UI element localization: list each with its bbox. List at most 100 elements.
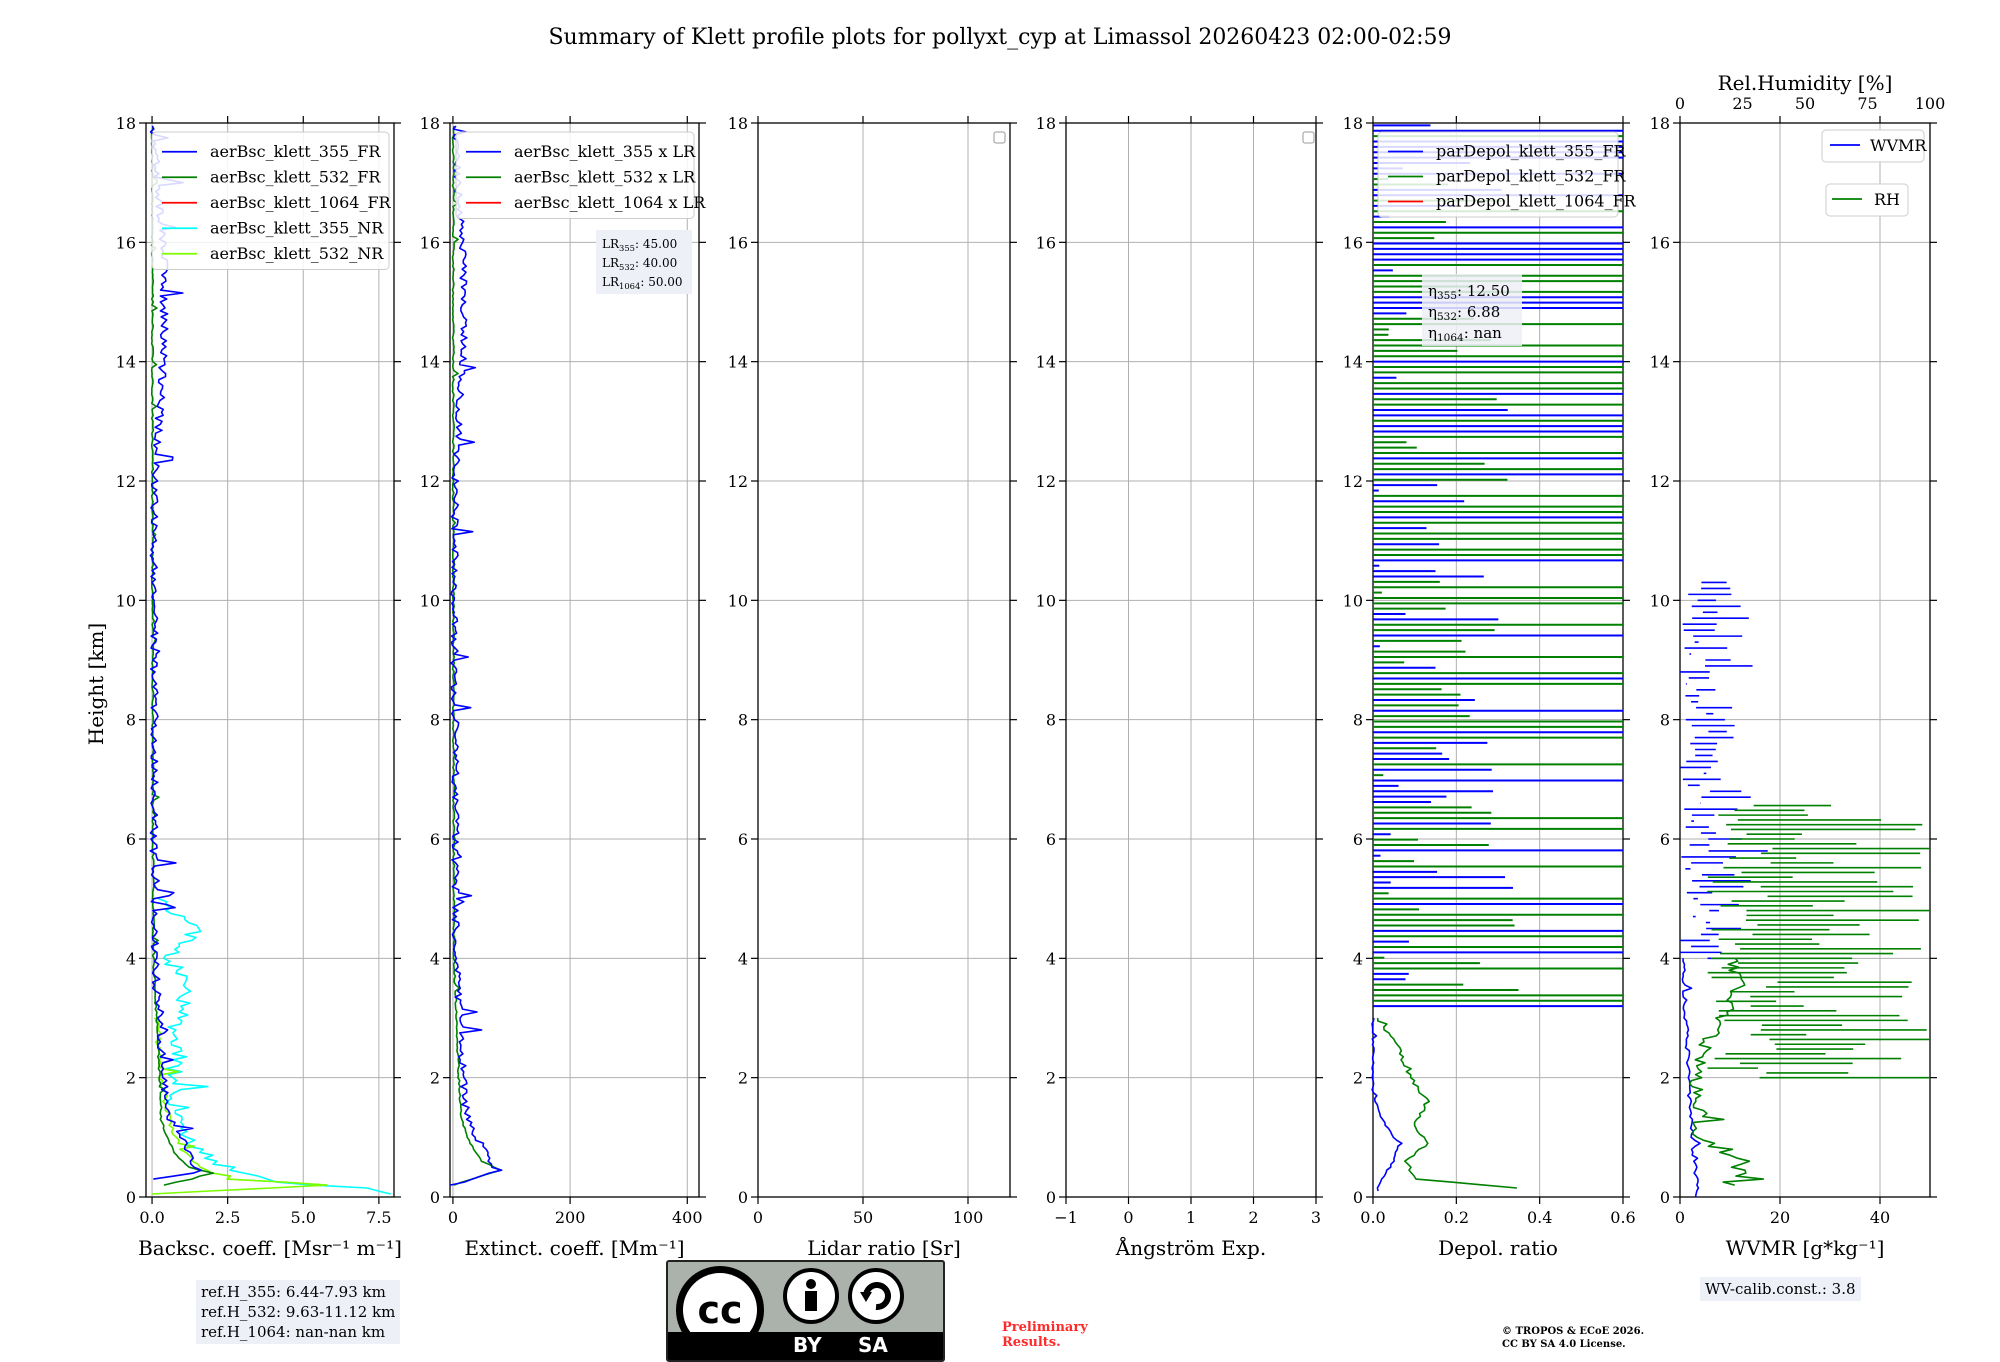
axes-frame (449, 122, 700, 1198)
legend-wvmr-box (1821, 129, 1925, 163)
y-tick-label: 10 (420, 591, 440, 610)
y-tick-label: 8 (430, 711, 440, 730)
y-tick-label: 2 (1660, 1069, 1670, 1088)
y-tick-label: 18 (116, 114, 136, 133)
x-axis-label: Depol. ratio (1438, 1236, 1558, 1260)
wv-noise-bands (1680, 581, 1930, 1079)
panel-dep: 0 2 4 6 8 10 12 14 16 18 0.0 0.2 0.4 0.6 Depol. ratio p… (1343, 114, 1637, 1260)
copyright-line-2: CC BY SA 4.0 License. (1502, 1339, 1626, 1350)
y-tick-label: 10 (1343, 591, 1363, 610)
y-tick-label: 10 (1650, 591, 1670, 610)
y-tick-label: 6 (126, 830, 136, 849)
legend-rh-label: RH (1874, 190, 1900, 209)
series-ext-355 (449, 125, 503, 1186)
legend-entry: aerBsc_klett_355_FR (210, 142, 381, 161)
y-tick-label: 16 (420, 233, 440, 252)
series-aerBsc-klett-355-FR (149, 125, 203, 1180)
y-tick-label: 12 (420, 472, 440, 491)
y-tick-label: 18 (1036, 114, 1056, 133)
eta-info-box (1422, 274, 1522, 346)
copyright-notice: © TROPOS & ECoE 2026. CC BY SA 4.0 Licen… (1502, 1325, 1722, 1351)
series-wvmr (1681, 958, 1701, 1198)
legend-wvmr-label: WVMR (1870, 136, 1927, 155)
legend-entry: aerBsc_klett_532_NR (210, 244, 384, 263)
x-tick-label: 3 (1311, 1208, 1321, 1227)
license-sa-label: SA (858, 1333, 888, 1357)
legend-entry: parDepol_klett_532_FR (1436, 167, 1627, 186)
series-aerBsc-klett-355-NR (158, 897, 391, 1195)
y-tick-label: 12 (728, 472, 748, 491)
panel-bsc: 0 2 4 6 8 10 12 14 16 18 0.0 2.5 5.0 7.5 Backsc. coeff… (116, 114, 402, 1260)
y-tick-label: 12 (1036, 472, 1056, 491)
lr-info-line: LR532: 40.00 (602, 256, 677, 272)
cc-license-badge: cc BY SA (666, 1260, 945, 1362)
y-tick-label: 16 (1650, 233, 1670, 252)
y-tick-label: 4 (1660, 949, 1670, 968)
series-aerBsc-klett-532-FR (150, 125, 215, 1186)
eta-info-line: η355: 12.50 (1428, 282, 1510, 302)
y-tick-label: 18 (420, 114, 440, 133)
preliminary-line-2: Results. (1002, 1335, 1061, 1350)
axes-frame (145, 122, 395, 1198)
series-rh (1688, 957, 1765, 1186)
y-tick-label: 8 (738, 711, 748, 730)
y-tick-label: 14 (1650, 353, 1670, 372)
license-by-label: BY (793, 1333, 822, 1357)
x-tick-label: 2 (1248, 1208, 1258, 1227)
y-tick-label: 18 (1650, 114, 1670, 133)
rh-tick-label: 50 (1795, 94, 1815, 113)
axes-frame (1679, 122, 1931, 1198)
reference-height-box: ref.H_355: 6.44-7.93 km ref.H_532: 9.63-… (196, 1280, 401, 1344)
eta-info-line: η1064: nan (1428, 324, 1502, 344)
y-tick-label: 6 (1353, 830, 1363, 849)
y-tick-label: 0 (1046, 1188, 1056, 1207)
x-tick-label: 400 (672, 1208, 703, 1227)
preliminary-line-1: Preliminary (1002, 1320, 1088, 1335)
legend-entry: aerBsc_klett_532_FR (210, 167, 381, 186)
y-tick-label: 4 (1353, 949, 1363, 968)
legend-entry: parDepol_klett_1064_FR (1436, 192, 1637, 211)
x-tick-label: 0 (1675, 1208, 1685, 1227)
x-tick-label: 1 (1186, 1208, 1196, 1227)
y-tick-label: 0 (126, 1188, 136, 1207)
empty-legend-marker (1302, 131, 1315, 144)
lr-info-line: LR1064: 50.00 (602, 275, 683, 291)
axes-frame (757, 122, 1011, 1198)
wv-calibration-box: WV-calib.const.: 3.8 (1700, 1277, 1861, 1301)
y-tick-label: 6 (1046, 830, 1056, 849)
x-tick-label: 20 (1770, 1208, 1790, 1227)
rh-tick-label: 25 (1732, 94, 1752, 113)
y-tick-label: 18 (728, 114, 748, 133)
legend-entry: aerBsc_klett_355_NR (210, 218, 384, 237)
y-tick-label: 2 (126, 1069, 136, 1088)
x-tick-label: −1 (1054, 1208, 1078, 1227)
y-tick-label: 14 (1343, 353, 1363, 372)
y-tick-label: 12 (116, 472, 136, 491)
ref-line-1064: ref.H_1064: nan-nan km (201, 1323, 386, 1341)
panel-ext: 0 2 4 6 8 10 12 14 16 18 0 200 400 Extinct. coeff. [M… (420, 114, 707, 1260)
depol-noise-bands (1373, 124, 1623, 1008)
rh-tick-label: 100 (1915, 94, 1946, 113)
y-tick-label: 6 (430, 830, 440, 849)
y-tick-label: 6 (1660, 830, 1670, 849)
y-tick-label: 0 (1660, 1188, 1670, 1207)
eta-info-line: η532: 6.88 (1428, 303, 1500, 323)
panel-lr: 0 2 4 6 8 10 12 14 16 18 0 50 100 Lidar ratio [Sr] (728, 114, 1017, 1260)
x-axis-label: WVMR [g*kg⁻¹] (1726, 1236, 1885, 1260)
x-axis-label: Backsc. coeff. [Msr⁻¹ m⁻¹] (138, 1236, 402, 1260)
lr-info-line: LR355: 45.00 (602, 237, 677, 253)
y-tick-label: 14 (728, 353, 748, 372)
series-parDepol-532-FR (1376, 1017, 1517, 1189)
y-tick-label: 14 (1036, 353, 1056, 372)
y-tick-label: 14 (420, 353, 440, 372)
x-tick-label: 50 (853, 1208, 873, 1227)
x-tick-label: 100 (953, 1208, 984, 1227)
y-tick-label: 16 (1343, 233, 1363, 252)
y-tick-label: 10 (116, 591, 136, 610)
series-parDepol-355-FR (1371, 1017, 1403, 1192)
y-tick-label: 8 (1660, 711, 1670, 730)
x-tick-label: 5.0 (291, 1208, 316, 1227)
legend-entry: aerBsc_klett_532 x LR (514, 167, 696, 186)
